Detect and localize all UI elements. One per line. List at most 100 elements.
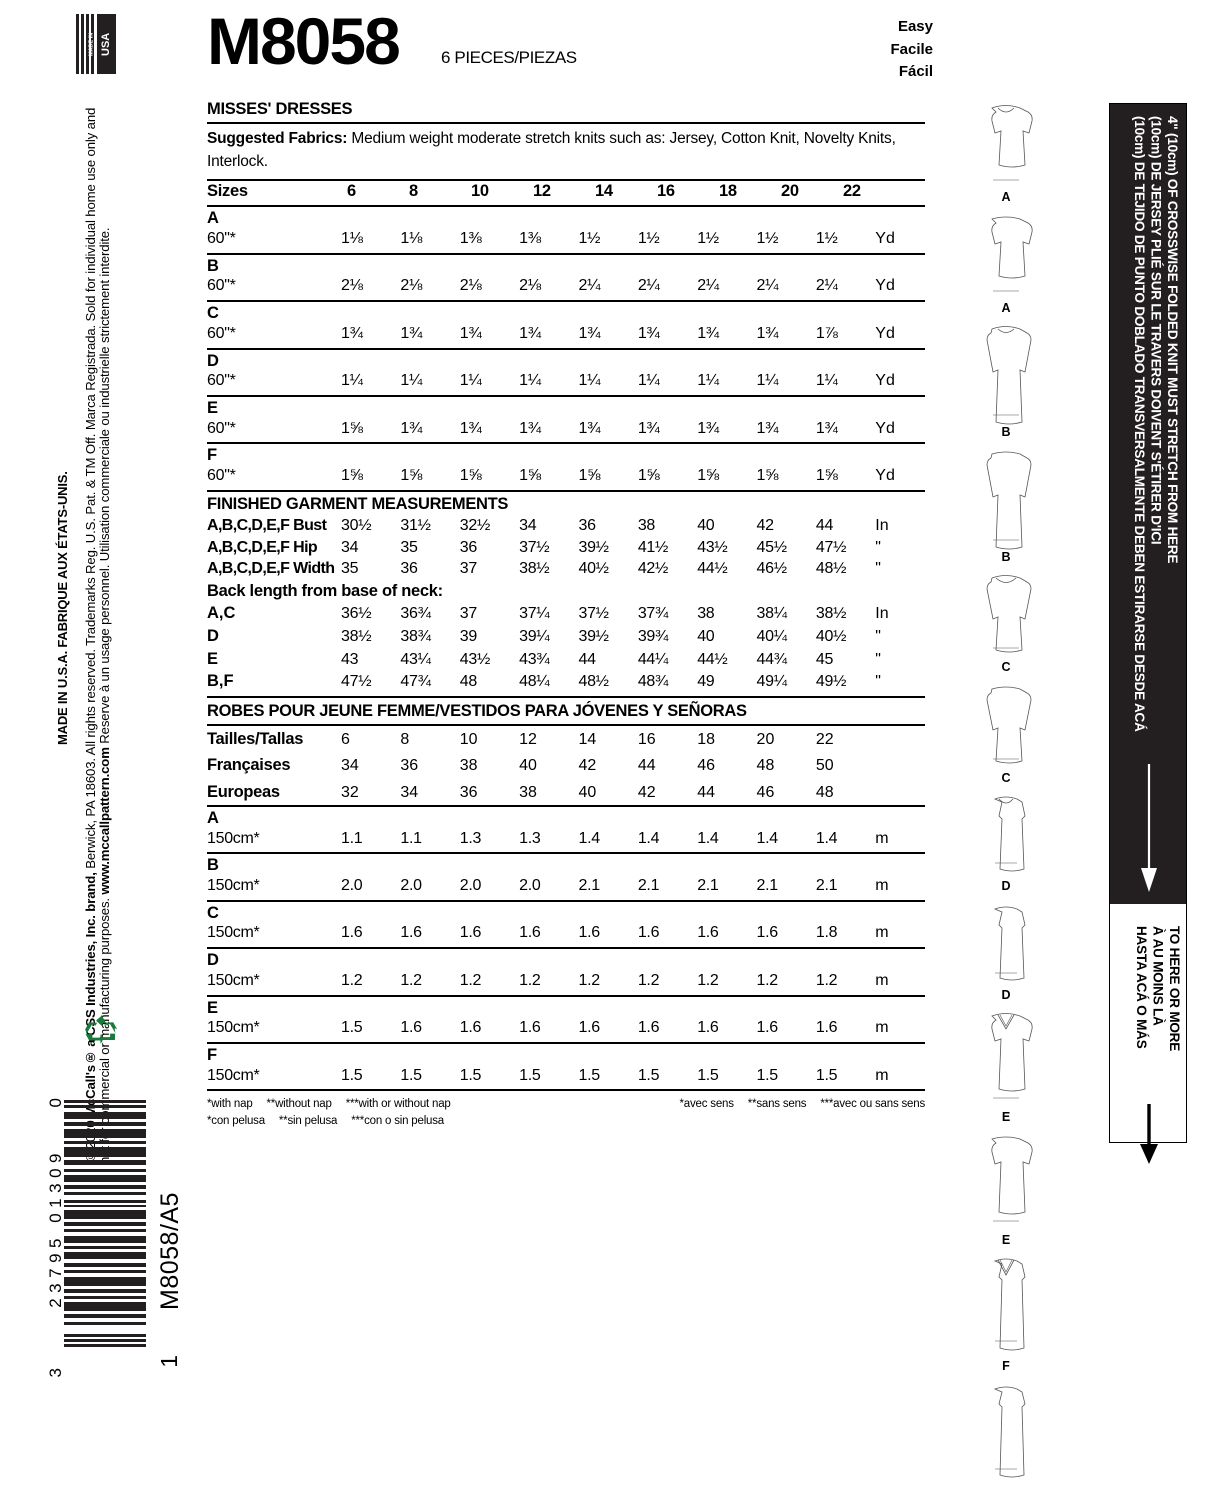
stretch-gauge: 4" (10cm) OF CROSSWISE FOLDED KNIT MUST … (1109, 103, 1187, 1164)
measurement-cell: 37 (459, 560, 478, 578)
yardage-cell: 1¼ (400, 372, 423, 390)
yardage-block-d: D 60"* 1¼ 1¼ 1¼ 1¼ 1¼ 1¼ 1¼ 1¼ 1¼ Yd (207, 350, 925, 397)
line-drawing-label: E (1001, 1232, 1011, 1247)
yardage-cell: 1¼ (459, 372, 482, 390)
yardage-cell: 2¼ (578, 277, 601, 295)
back-length-cell: 37¼ (519, 605, 550, 623)
metric-yardage-block-e: E 150cm* 1.5 1.6 1.6 1.6 1.6 1.6 1.6 1.6 1.6 m (207, 997, 925, 1044)
piece-count: 6 PIECES/PIEZAS (441, 48, 577, 67)
fabric-width-label: 150cm* (207, 829, 260, 847)
table-row: 150cm* 1.2 1.2 1.2 1.2 1.2 1.2 1.2 1.2 1.2 m (207, 971, 925, 995)
yardage-cell: 1⅜ (519, 229, 541, 247)
metric-yardage-cell: 2.1 (637, 876, 660, 894)
to-here-fr: À AU MOINS LÀ (1150, 926, 1166, 1026)
unit-label: Yd (875, 372, 895, 390)
view-letter: B (207, 256, 219, 275)
metric-yardage-cell: 1.5 (578, 1066, 600, 1084)
barcode: 0 23795 01309 3 M8058/A5 1 (28, 1098, 184, 1390)
metric-size-cell: 38 (459, 757, 478, 775)
yardage-cell: 1¾ (400, 324, 423, 342)
metric-size-cell: 32 (341, 783, 359, 801)
yardage-cell: 1⅛ (400, 229, 423, 247)
line-drawing-view-d-back: D (952, 900, 1060, 1002)
made-in-label: MADE IN (88, 32, 95, 56)
footnote-item: ***avec ou sans sens (820, 1098, 925, 1111)
pattern-envelope-back: MADE IN USA ©2020 McCall's® a CSS Indust… (28, 8, 1187, 1477)
back-length-cell: 37½ (578, 605, 609, 623)
metric-yardage-cell: 1.4 (697, 829, 719, 847)
footnote-item: **sin pelusa (278, 1115, 338, 1128)
yardage-cell: 1½ (815, 229, 838, 247)
usa-label: USA (100, 32, 112, 56)
line-drawing-label: B (1001, 549, 1011, 564)
back-length-cell: 49¼ (756, 673, 788, 691)
barcode-pattern-code: M8058/A5 (156, 1192, 184, 1310)
back-length-rows: A,C 36½ 36¾ 37 37¼ 37½ 37¾ 38 38¼ 38½ In D 38½ 38¾ 39 3… (207, 602, 925, 693)
yardage-cell: 1⅝ (459, 467, 482, 485)
metric-yardage-cell: 1.5 (697, 1066, 719, 1084)
measurement-cell: 48½ (815, 560, 847, 578)
line-drawing-view-b-back: B (952, 446, 1060, 564)
metric-size-cell: 48 (815, 783, 834, 801)
back-length-cell: 44¾ (756, 650, 788, 668)
back-length-cell: 49 (697, 673, 715, 691)
unit-label: m (875, 924, 889, 942)
metric-yardage-cell: 1.1 (341, 829, 363, 847)
fabric-width-label: 150cm* (207, 971, 260, 989)
table-row: 150cm* 1.5 1.6 1.6 1.6 1.6 1.6 1.6 1.6 1.6 m (207, 1018, 925, 1042)
metric-size-cell: 34 (400, 783, 419, 801)
metric-yardage-cell: 1.2 (637, 971, 660, 989)
view-letter: B (207, 856, 219, 875)
back-length-cell: 40½ (815, 627, 847, 645)
measurement-cell: 34 (341, 538, 359, 556)
copyright-fr: Reserve à un usage personnel. Utilisatio… (96, 227, 112, 748)
yardage-cell: 2¼ (697, 277, 719, 295)
yardage-cell: 1¾ (578, 419, 601, 437)
back-length-cell: 38 (697, 605, 715, 623)
yardage-cell: 1¾ (341, 324, 363, 342)
stretch-gauge-line-en: 4" (10cm) OF CROSSWISE FOLDED KNIT MUST … (1165, 116, 1180, 564)
view-letter: E (207, 998, 219, 1017)
unit-label: m (875, 829, 889, 847)
metric-size-cell: 36 (459, 783, 478, 801)
back-length-cell: 39 (459, 627, 478, 645)
fabric-width-label: 150cm* (207, 924, 260, 942)
stretch-gauge-line-fr: (10cm) DE JERSEY PLIÉ SUR LE TRAVERS DOI… (1148, 116, 1164, 545)
yardage-cell: 1¾ (637, 419, 660, 437)
back-length-cell: 40¼ (756, 627, 788, 645)
line-drawing-view-d-front: D (952, 791, 1060, 893)
back-length-cell: 44½ (697, 650, 728, 668)
made-in-usa-flag-icon: MADE IN USA (76, 14, 116, 74)
suggested-fabrics-label: Suggested Fabrics: (207, 130, 348, 147)
metric-size-cell: 40 (578, 783, 597, 801)
view-letter: F (207, 1046, 218, 1064)
imperial-yardage-table: A 60"* 1⅛ 1⅛ 1⅜ 1⅜ 1½ 1½ 1½ 1½ 1½ Yd B 60"* 2⅛ 2⅛ 2⅛ 2⅛ 2¼… (207, 207, 925, 492)
fabric-width-label: 150cm* (207, 1019, 260, 1037)
metric-yardage-cell: 1.4 (815, 829, 838, 847)
back-length-cell: 49½ (815, 673, 847, 691)
metric-yardage-cell: 1.6 (697, 1019, 719, 1037)
view-letter: A (207, 209, 219, 228)
size-header-cell: 14 (595, 181, 613, 200)
measurement-cell: 36 (400, 560, 418, 578)
measurement-cell: 45½ (756, 538, 788, 556)
website-link[interactable]: www.mccallpattern.com (96, 747, 112, 895)
metric-yardage-cell: 2.1 (697, 876, 719, 894)
barcode-digits: 23795 01309 (46, 1148, 65, 1308)
metric-yardage-cell: 1.2 (519, 971, 541, 989)
metric-yardage-cell: 2.1 (756, 876, 779, 894)
stretch-gauge-light-zone: TO HERE OR MORE À AU MOINS LÀ HASTA ACÁ … (1110, 904, 1186, 1164)
table-row: 150cm* 1.6 1.6 1.6 1.6 1.6 1.6 1.6 1.6 1.8 m (207, 923, 925, 947)
yardage-cell: 2¼ (637, 277, 660, 295)
copyright-text: ©2020 McCall's® a CSS Industries, Inc. b… (83, 104, 180, 1164)
metric-size-cell: 46 (756, 783, 775, 801)
measurement-cell: 42½ (637, 560, 669, 578)
fabric-width-label: 60"* (207, 277, 236, 295)
line-drawings-column: A A B (952, 100, 1060, 1494)
sizes-label: Sizes (207, 181, 248, 200)
unit-label: " (875, 627, 881, 645)
yardage-block-b: B 60"* 2⅛ 2⅛ 2⅛ 2⅛ 2¼ 2¼ 2¼ 2¼ 2¼ Yd (207, 255, 925, 303)
yardage-cell: 1⅝ (341, 467, 363, 485)
metric-yardage-block-d: D 150cm* 1.2 1.2 1.2 1.2 1.2 1.2 1.2 1.2 1.2 m (207, 949, 925, 997)
metric-size-cell: 20 (756, 731, 775, 749)
